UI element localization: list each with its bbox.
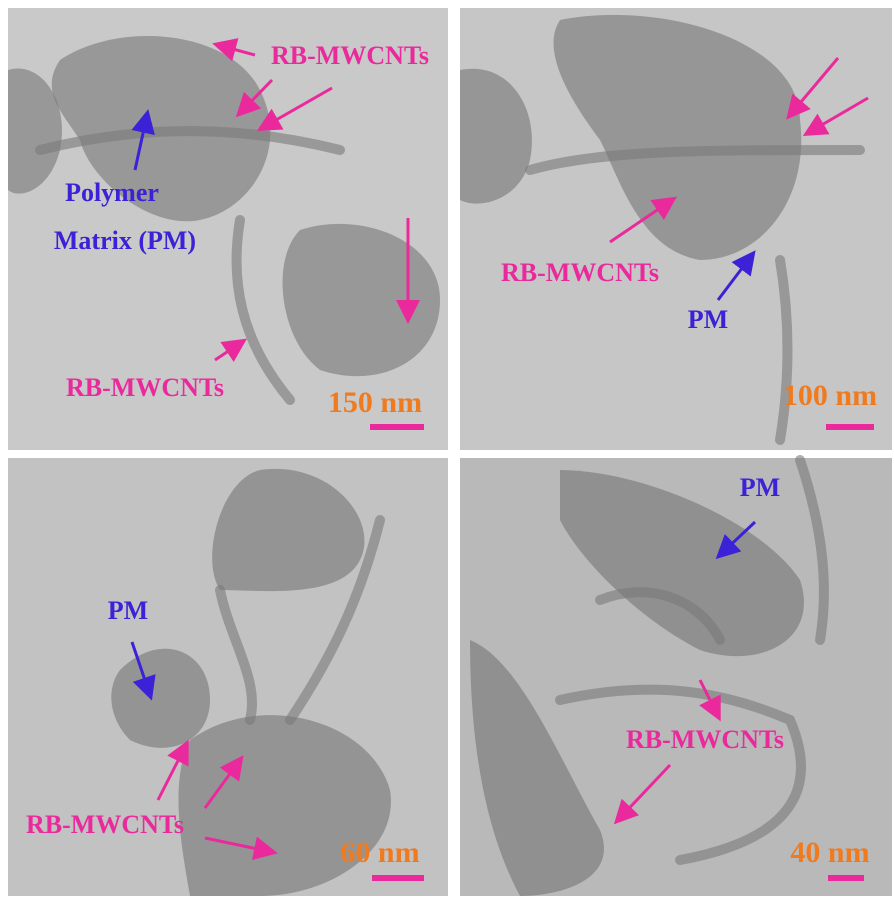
scale-label: 40 nm <box>790 836 869 869</box>
label: Polymer <box>65 178 159 207</box>
panel: PM RB-MWCNTs 40 nm <box>460 458 892 896</box>
label: RB-MWCNTs <box>26 810 184 839</box>
label: PM <box>108 596 148 625</box>
panel: RB-MWCNTs PM 100 nm <box>460 8 892 450</box>
label: RB-MWCNTs <box>271 41 429 70</box>
panel: RB-MWCNTs Polymer Matrix (PM) RB-MWCNTs … <box>8 8 448 450</box>
label: Matrix (PM) <box>54 226 196 255</box>
label: RB-MWCNTs <box>66 373 224 402</box>
scale-label: 150 nm <box>328 386 422 419</box>
label: RB-MWCNTs <box>626 725 784 754</box>
panel: PM RB-MWCNTs 60 nm <box>8 458 448 896</box>
scale-label: 100 nm <box>783 379 877 412</box>
scale-label: 60 nm <box>340 836 419 869</box>
label: RB-MWCNTs <box>501 258 659 287</box>
label: PM <box>688 305 728 334</box>
label: PM <box>740 473 780 502</box>
figure: RB-MWCNTs Polymer Matrix (PM) RB-MWCNTs … <box>0 0 894 899</box>
